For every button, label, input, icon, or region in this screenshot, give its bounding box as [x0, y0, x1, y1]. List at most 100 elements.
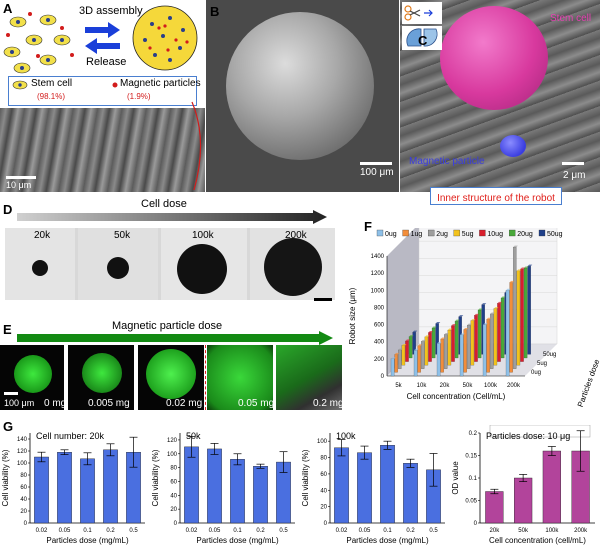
- half-sphere-icon: [406, 28, 438, 47]
- legend-swatch-5ug: [453, 229, 460, 237]
- bar-top: [440, 337, 446, 339]
- legend-stem-cell-pct: (98.1%): [37, 92, 66, 101]
- zoom-connector: [191, 101, 202, 191]
- panel-label-g: G: [3, 419, 14, 434]
- y-axis-label: Cell viability (%): [151, 449, 160, 506]
- stem-cell-callout: Stem cell: [550, 13, 592, 24]
- x-tick-label: 200k: [507, 383, 521, 389]
- x-tick-label: 0.02: [36, 528, 48, 534]
- bar: [485, 491, 504, 524]
- bar: [230, 459, 245, 524]
- y-tick-label: 80: [170, 466, 177, 472]
- assembly-schematic: [3, 5, 198, 74]
- bar: [207, 448, 222, 524]
- assembly-arrow: [85, 22, 120, 38]
- bar-1ug: [509, 282, 513, 373]
- bar-0ug: [413, 350, 418, 377]
- y-tick-label: 0: [474, 521, 478, 527]
- bar-top: [412, 330, 418, 333]
- viability-20k-chart: 0 20 40 60 80 100 120 140 0.02 0.05 0.1 0.2 0.5Parti…: [1, 431, 145, 545]
- y-tick-label: 0: [324, 521, 328, 527]
- bar-top: [520, 267, 526, 270]
- dose-image-50k: [78, 228, 158, 300]
- x-tick-label: 0.02: [186, 528, 198, 534]
- scalebar-c-label: 2 μm: [563, 170, 586, 181]
- inner-structure-caption: Inner structure of the robot: [437, 193, 555, 204]
- particle-dose-title: Magnetic particle dose: [112, 320, 223, 332]
- panel-label-a: A: [3, 1, 13, 16]
- legend-label-2ug: 2ug: [436, 231, 448, 238]
- release-label: Release: [86, 56, 127, 68]
- x-tick-label: 0.5: [129, 528, 138, 534]
- dose-label-20k: 20k: [34, 230, 51, 241]
- y-tick-label: 80: [320, 456, 327, 462]
- bar-10ug: [520, 268, 524, 362]
- x-tick-label: 20k: [440, 383, 451, 389]
- y-tick-label: 0: [381, 374, 385, 380]
- bar-top: [437, 341, 442, 344]
- y-axis-label: Cell viability (%): [301, 449, 310, 506]
- bar: [357, 452, 372, 524]
- bar-top: [417, 344, 423, 346]
- x-tick-label: 0.1: [383, 528, 392, 534]
- bar-top: [463, 328, 469, 330]
- x-tick-label: 5k: [395, 383, 402, 389]
- cell-dose-title: Cell dose: [141, 198, 187, 210]
- bar-top: [513, 245, 518, 248]
- bar: [380, 445, 395, 524]
- x-tick-label: 0.1: [233, 528, 242, 534]
- microrobot-sphere: [226, 12, 374, 160]
- dose-label-50k: 50k: [114, 230, 131, 241]
- legend-swatch-50ug: [538, 229, 546, 237]
- fluor-image-0mg: [0, 345, 64, 410]
- bar-top: [451, 324, 457, 326]
- particle-dose-images: [0, 345, 342, 410]
- bar: [57, 452, 72, 524]
- bar: [80, 458, 95, 524]
- x-tick-label: 100k: [545, 528, 559, 534]
- robot-size-3d-chart: 0 200 400 600 800 1000 1200 1400 5k 10k 20k 50k 100k…: [348, 228, 600, 408]
- bar-top: [470, 319, 476, 321]
- fluor-image-002mg: [138, 345, 204, 410]
- panel-label-f: F: [364, 219, 372, 234]
- y-tick-label: 200: [374, 357, 385, 363]
- x-tick-label: 0.2: [406, 528, 415, 534]
- bar-top: [524, 266, 529, 268]
- y-tick-label: 100: [317, 439, 328, 445]
- fluor-image-0005mg: [68, 345, 134, 410]
- title-frame: [489, 425, 591, 438]
- bar-top: [394, 352, 400, 355]
- sem-robot-image: [206, 0, 399, 192]
- bar: [253, 466, 268, 524]
- bar: [403, 463, 418, 524]
- bar-0ug: [459, 334, 464, 377]
- bar-20ug: [431, 327, 436, 359]
- y-tick-label: 0: [24, 521, 28, 527]
- panel-label-b: B: [210, 4, 220, 19]
- y-axis-label: Cell viability (%): [1, 449, 10, 506]
- x-tick-label: 0.02: [336, 528, 348, 534]
- legend-swatch-2ug: [428, 229, 435, 237]
- bar-top: [467, 323, 472, 326]
- x-axis-label: Cell concentration (Cell/mL): [407, 392, 506, 401]
- x-tick-label: 0.2: [106, 528, 115, 534]
- x-tick-label: 0.5: [279, 528, 288, 534]
- bar-top: [509, 280, 515, 283]
- x-tick-label: 0.05: [359, 528, 371, 534]
- y-axis-label: OD value: [451, 461, 460, 495]
- legend-box: Stem cell (98.1%) Magnetic particles (1.…: [8, 76, 201, 106]
- y-tick-label: 0: [174, 521, 178, 527]
- bar-5ug: [447, 329, 452, 366]
- depth-tick-label: 0ug: [531, 370, 541, 376]
- bar-1ug: [486, 319, 490, 373]
- fluor-image-005mg: [207, 345, 273, 410]
- bar-5ug: [424, 336, 429, 366]
- bar-top: [458, 315, 464, 317]
- bar-5ug: [470, 320, 475, 366]
- y-tick-label: 20: [170, 507, 177, 513]
- bar-top: [432, 326, 437, 328]
- bar: [542, 450, 561, 524]
- chart-title: Cell number: 20k: [36, 431, 105, 441]
- y-tick-label: 80: [20, 473, 27, 479]
- scalebar-e: [4, 392, 18, 395]
